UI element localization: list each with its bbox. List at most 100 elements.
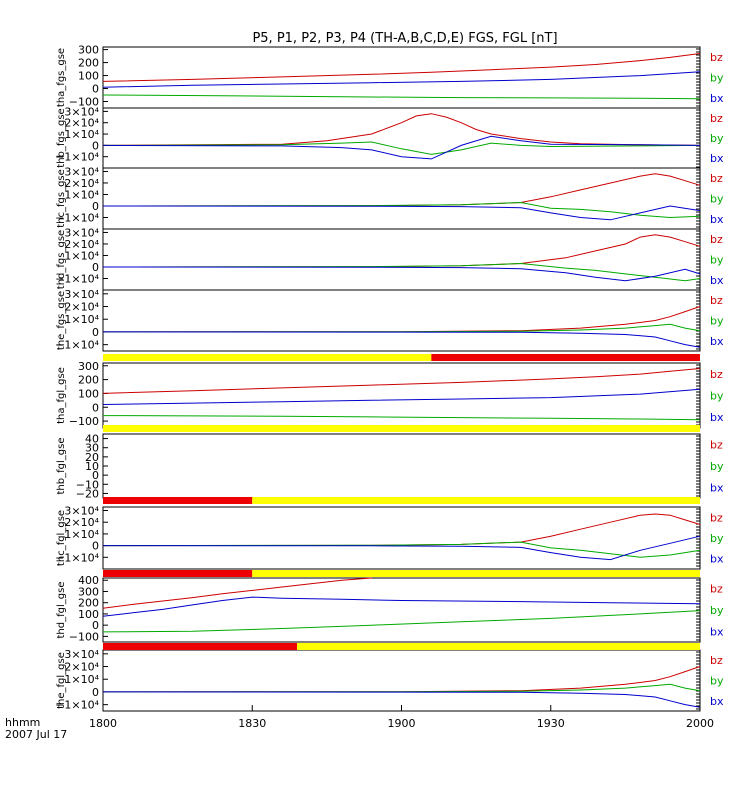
legend-by: by	[710, 460, 724, 473]
y-axis-label: tha_fgs_gse	[56, 48, 67, 107]
x-tick-label: 1830	[238, 717, 266, 730]
legend-bx: bx	[710, 152, 724, 165]
y-tick-label: 400	[78, 574, 99, 587]
chart-title: P5, P1, P2, P3, P4 (TH-A,B,C,D,E) FGS, F…	[252, 31, 557, 46]
panel-frame	[102, 649, 701, 712]
y-tick-label: 2×10⁴	[64, 516, 99, 529]
series-line-by	[102, 323, 701, 333]
y-tick-label: 40	[85, 433, 99, 446]
y-tick-label: 2×10⁴	[64, 238, 99, 251]
legend-by: by	[710, 132, 724, 145]
series-line-bz	[102, 368, 701, 394]
y-tick-label: 1×10⁴	[64, 128, 99, 141]
y-tick-label: 0	[92, 326, 99, 339]
legend-by: by	[710, 604, 724, 617]
y-axis-label: the_fgs_gse	[56, 291, 67, 350]
y-tick-label: 200	[78, 597, 99, 610]
legend-bz: bz	[710, 172, 723, 185]
y-tick-label: −1×10⁴	[55, 272, 99, 285]
state-bar-segment-yellow	[103, 425, 700, 432]
panel-frame	[102, 289, 701, 352]
legend-bz: bz	[710, 583, 723, 596]
y-tick-label: 20	[85, 451, 99, 464]
legend-by: by	[710, 315, 724, 328]
y-tick-label: 200	[78, 57, 99, 70]
series-line-by	[102, 683, 701, 693]
y-tick-label: 2×10⁴	[64, 177, 99, 190]
legend-bz: bz	[710, 294, 723, 307]
y-tick-label: 3×10⁴	[64, 505, 99, 518]
y-axis-label: tha_fgl_gse	[56, 367, 67, 424]
panel-frame	[102, 577, 701, 643]
y-axis-label: thc_fgl_gse	[56, 510, 67, 566]
y-tick-label: −1×10⁴	[55, 151, 99, 164]
legend-bz: bz	[710, 654, 723, 667]
y-tick-label: 0	[92, 686, 99, 699]
y-tick-label: 0	[92, 83, 99, 96]
y-tick-label: 100	[78, 70, 99, 83]
x-tick-label: 1930	[537, 717, 565, 730]
legend-by: by	[710, 675, 724, 688]
y-tick-label: 300	[78, 585, 99, 598]
y-tick-label: 200	[78, 374, 99, 387]
y-tick-label: 0	[92, 619, 99, 632]
panel-frame	[102, 46, 701, 109]
y-tick-label: 10	[85, 460, 99, 473]
legend-bx: bx	[710, 625, 724, 638]
series-line-bx	[102, 691, 701, 708]
y-tick-label: 300	[78, 360, 99, 373]
legend-bx: bx	[710, 411, 724, 424]
series-line-bx	[102, 205, 701, 221]
state-bar-segment-yellow	[297, 643, 700, 650]
y-tick-label: 1×10⁴	[64, 673, 99, 686]
y-tick-label: 3×10⁴	[64, 226, 99, 239]
series-line-by	[102, 201, 701, 219]
y-tick-label: −100	[69, 96, 99, 109]
state-bar-segment-yellow	[252, 497, 700, 504]
x-tick-label: 1800	[89, 717, 117, 730]
state-bar-segment-red	[431, 354, 700, 361]
series-line-bz	[102, 53, 701, 82]
series-line-bx	[102, 388, 701, 405]
panel-frame	[102, 433, 701, 499]
y-tick-label: 3×10⁴	[64, 648, 99, 661]
y-tick-label: −100	[69, 415, 99, 428]
panel-frame	[102, 228, 701, 291]
series-line-bx	[102, 535, 701, 561]
y-tick-label: 0	[92, 401, 99, 414]
legend-by: by	[710, 193, 724, 206]
y-tick-label: 0	[92, 540, 99, 553]
series-line-by	[102, 610, 701, 633]
legend-bz: bz	[710, 511, 723, 524]
series-line-bx	[102, 596, 701, 617]
series-line-by	[102, 94, 701, 100]
y-tick-label: 0	[92, 139, 99, 152]
legend-bx: bx	[710, 695, 724, 708]
y-tick-label: 2×10⁴	[64, 301, 99, 314]
y-tick-label: 3×10⁴	[64, 288, 99, 301]
series-line-by	[102, 262, 701, 282]
y-tick-label: 2×10⁴	[64, 661, 99, 674]
y-tick-label: 1×10⁴	[64, 188, 99, 201]
series-line-bx	[102, 266, 701, 282]
state-bar-segment-red	[103, 570, 253, 577]
series-line-bx	[102, 331, 701, 348]
y-axis-label: thb_fgl_gse	[56, 438, 67, 495]
series-line-by	[102, 415, 701, 421]
y-tick-label: 0	[92, 469, 99, 482]
series-line-bz	[102, 666, 701, 693]
series-line-bz	[102, 577, 372, 609]
legend-bx: bx	[710, 92, 724, 105]
y-tick-label: −1×10⁴	[55, 699, 99, 712]
